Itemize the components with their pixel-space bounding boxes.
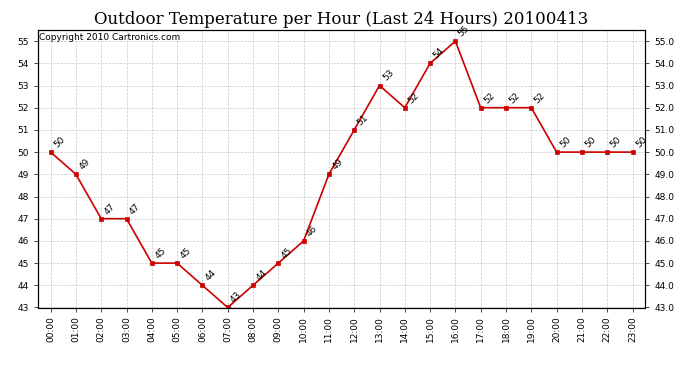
Text: 55: 55 xyxy=(457,24,471,38)
Title: Outdoor Temperature per Hour (Last 24 Hours) 20100413: Outdoor Temperature per Hour (Last 24 Ho… xyxy=(95,12,589,28)
Text: 50: 50 xyxy=(609,135,623,149)
Text: 52: 52 xyxy=(482,90,497,105)
Text: 50: 50 xyxy=(558,135,573,149)
Text: 52: 52 xyxy=(406,90,421,105)
Text: 45: 45 xyxy=(279,246,294,260)
Text: 44: 44 xyxy=(255,268,268,282)
Text: 52: 52 xyxy=(533,90,547,105)
Text: 50: 50 xyxy=(634,135,649,149)
Text: 44: 44 xyxy=(204,268,218,282)
Text: 50: 50 xyxy=(52,135,66,149)
Text: 51: 51 xyxy=(355,112,370,127)
Text: 45: 45 xyxy=(179,246,193,260)
Text: 54: 54 xyxy=(431,46,446,60)
Text: 47: 47 xyxy=(128,201,142,216)
Text: 49: 49 xyxy=(77,157,92,171)
Text: 43: 43 xyxy=(229,290,244,305)
Text: 45: 45 xyxy=(153,246,168,260)
Text: Copyright 2010 Cartronics.com: Copyright 2010 Cartronics.com xyxy=(39,33,180,42)
Text: 52: 52 xyxy=(507,90,522,105)
Text: 47: 47 xyxy=(103,201,117,216)
Text: 50: 50 xyxy=(583,135,598,149)
Text: 49: 49 xyxy=(331,157,345,171)
Text: 53: 53 xyxy=(381,68,395,83)
Text: 46: 46 xyxy=(305,224,319,238)
